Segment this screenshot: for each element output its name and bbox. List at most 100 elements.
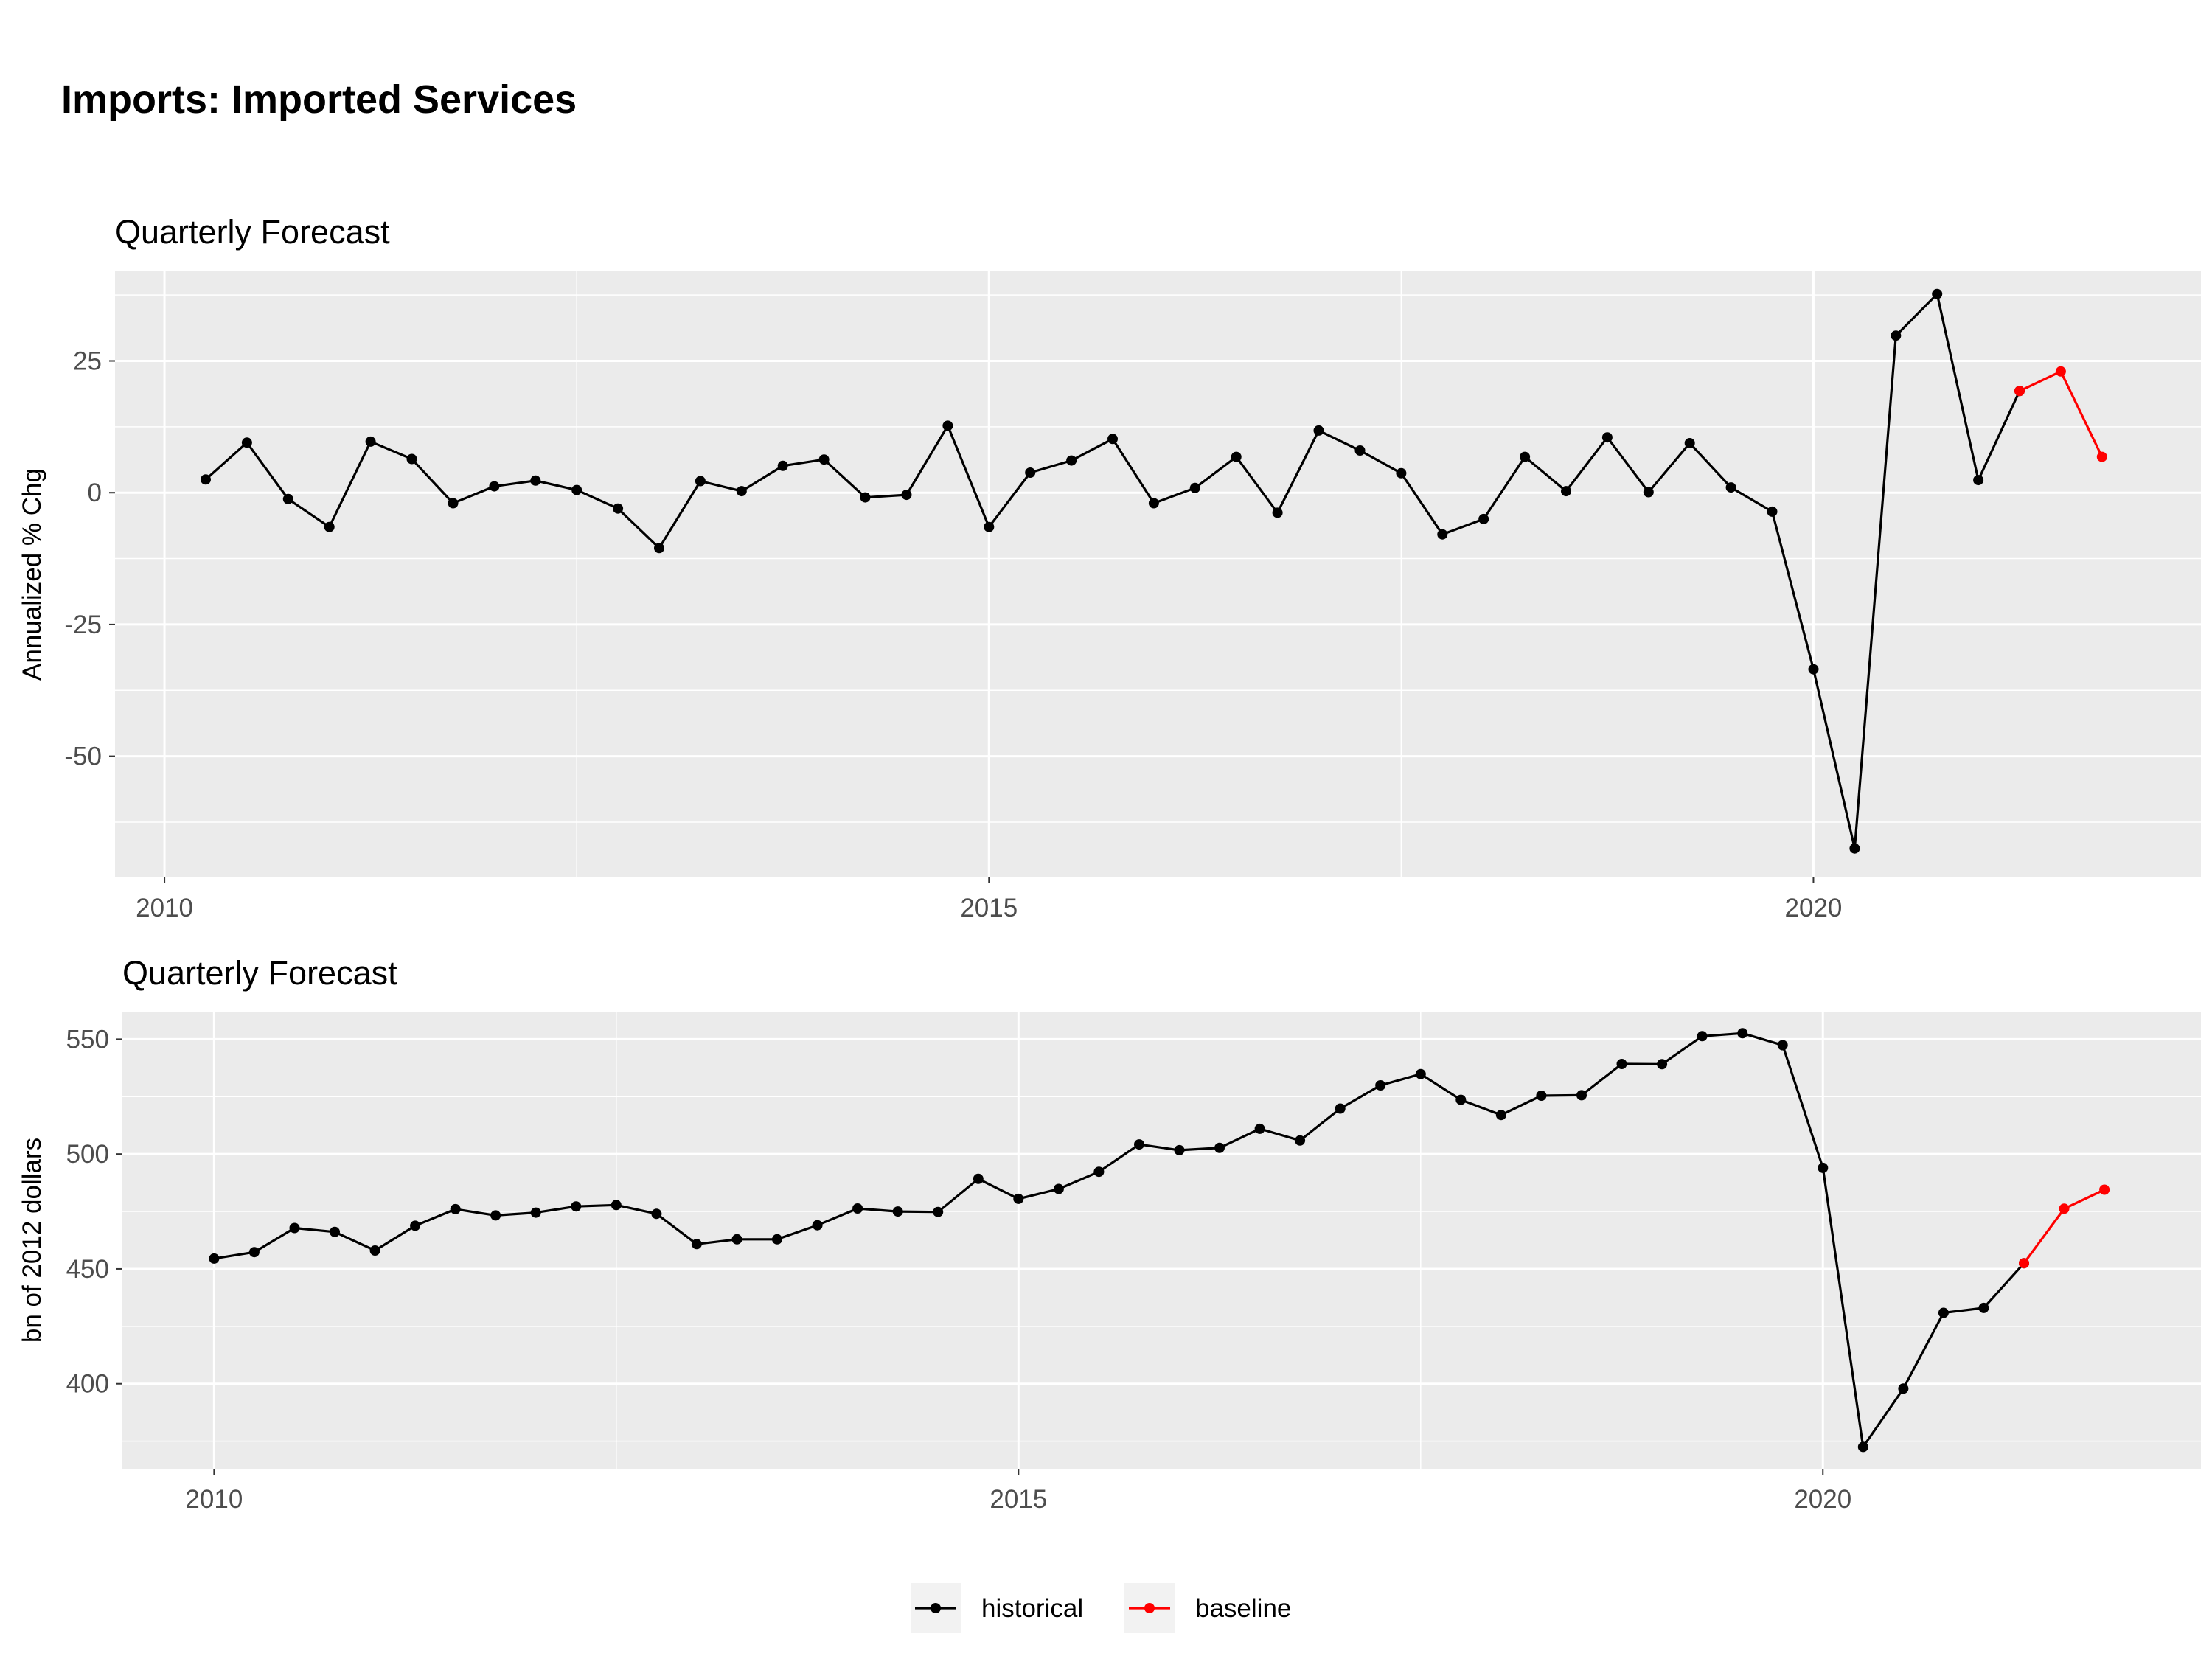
bottom-series-historical-point — [490, 1210, 501, 1221]
bottom-series-historical-point — [1455, 1094, 1467, 1105]
bottom-series-historical-point — [812, 1220, 823, 1231]
bottom-series-historical-point — [1978, 1302, 1989, 1313]
top-panel-background — [115, 271, 2201, 877]
bottom-x-tick-label: 2010 — [185, 1485, 243, 1514]
top-y-tick-label: 25 — [73, 347, 102, 376]
top-series-historical-point — [324, 521, 335, 532]
bottom-y-tick-label: 550 — [66, 1025, 109, 1054]
top-series-historical-point — [201, 474, 211, 485]
bottom-y-tick-label: 500 — [66, 1140, 109, 1169]
bottom-series-historical-point — [892, 1206, 903, 1217]
bottom-series-historical-point — [611, 1200, 622, 1211]
legend-point-historical — [931, 1603, 941, 1613]
top-series-historical-point — [1437, 529, 1448, 540]
top-series-historical-point — [530, 475, 541, 486]
bottom-series-historical-point — [1093, 1166, 1105, 1178]
bottom-series-historical-point — [731, 1234, 742, 1245]
panel-bottom-title: Quarterly Forecast — [122, 954, 397, 992]
bottom-series-historical-line — [214, 1032, 2025, 1449]
top-x-tick-label: 2020 — [1785, 894, 1843, 922]
top-series-historical-point — [613, 503, 624, 514]
bottom-series-historical-point — [1174, 1144, 1185, 1155]
top-y-tick-label: -25 — [64, 611, 102, 639]
bottom-series-historical-point — [1938, 1307, 1949, 1318]
top-series-baseline-point — [2055, 366, 2066, 377]
bottom-series-historical-point — [651, 1208, 662, 1220]
panel-top-chart: Quarterly Forecast 25 0 -25 -50 2010 2015 2020… — [18, 213, 2201, 922]
top-series-historical-point — [406, 453, 417, 465]
bottom-series-historical-point — [571, 1201, 582, 1212]
top-series-historical-point — [1725, 482, 1736, 493]
top-series-historical-point — [365, 436, 376, 447]
bottom-series-historical-point — [1898, 1383, 1909, 1394]
bottom-series-historical-point — [1737, 1028, 1748, 1039]
top-series-historical-point — [489, 481, 500, 492]
bottom-panel-background — [122, 1012, 2201, 1469]
top-x-tick-label: 2010 — [136, 894, 193, 922]
bottom-series-historical-point — [289, 1222, 300, 1234]
top-y-tick-label: 0 — [88, 479, 102, 507]
top-series-historical-point — [1767, 506, 1778, 517]
bottom-series-historical-point — [772, 1234, 782, 1245]
bottom-series-historical-point — [209, 1253, 220, 1264]
top-series-baseline-point — [2014, 386, 2025, 397]
bottom-series-historical-point — [1616, 1059, 1627, 1069]
bottom-series-baseline-point — [2099, 1184, 2110, 1195]
bottom-series-historical-point — [691, 1239, 702, 1250]
panel-top-title: Quarterly Forecast — [115, 213, 390, 251]
bottom-series-baseline-point — [2019, 1258, 2029, 1269]
top-series-historical-point — [1189, 482, 1200, 493]
bottom-x-tick-label: 2015 — [990, 1485, 1047, 1514]
top-series-historical-point — [1973, 475, 1984, 486]
bottom-series-baseline-point — [2059, 1203, 2070, 1214]
bottom-series-historical-point — [1053, 1183, 1064, 1194]
top-y-axis-title: Annualized % Chg — [18, 468, 46, 681]
top-series-historical-point — [1684, 438, 1695, 448]
top-series-baseline-point — [2096, 451, 2107, 462]
legend: historical baseline — [911, 1583, 1291, 1633]
bottom-series-historical-point — [1295, 1135, 1306, 1146]
bottom-series-historical-point — [1375, 1080, 1386, 1091]
top-series-historical-point — [1478, 513, 1489, 524]
top-series-historical-point — [1148, 498, 1159, 509]
top-series-historical-point — [1231, 451, 1242, 462]
top-series-historical-point — [777, 460, 788, 471]
top-series-historical-point — [571, 484, 582, 495]
bottom-series-historical-point — [248, 1247, 260, 1258]
bottom-x-tick-label: 2020 — [1794, 1485, 1851, 1514]
top-series-historical-point — [1066, 455, 1077, 466]
top-series-historical-point — [1643, 487, 1654, 498]
top-series-historical-point — [818, 454, 830, 465]
legend-point-baseline — [1144, 1603, 1155, 1613]
top-series-historical-point — [1520, 451, 1531, 462]
top-series-historical-point — [901, 490, 912, 501]
top-series-historical-point — [282, 493, 293, 504]
top-series-historical-point — [1849, 843, 1860, 854]
top-series-historical-point — [736, 486, 747, 497]
top-x-tick-label: 2015 — [960, 894, 1018, 922]
top-series-historical-point — [942, 420, 953, 431]
bottom-y-axis-title: bn of 2012 dollars — [18, 1138, 46, 1343]
top-y-tick-label: -50 — [64, 742, 102, 771]
top-series-historical-point — [1932, 288, 1943, 299]
panel-bottom-chart: Quarterly Forecast 550 500 450 400 2010 2015 2… — [18, 954, 2201, 1514]
top-series-historical-point — [1107, 434, 1118, 445]
bottom-series-historical-point — [852, 1203, 863, 1214]
top-series-historical-point — [1025, 467, 1036, 478]
bottom-series-historical-point — [1335, 1103, 1346, 1114]
top-series-historical-point — [1354, 445, 1366, 456]
top-series-historical-point — [1891, 330, 1902, 341]
top-series-historical-point — [984, 521, 995, 532]
bottom-series-historical-point — [530, 1207, 541, 1218]
bottom-series-historical-point — [1777, 1040, 1788, 1051]
bottom-series-historical-point — [1013, 1193, 1024, 1204]
bottom-series-historical-point — [410, 1220, 421, 1231]
top-series-historical-point — [695, 476, 706, 487]
bottom-series-historical-point — [1857, 1441, 1868, 1453]
top-series-historical-point — [448, 498, 459, 509]
top-series-historical-point — [654, 543, 664, 554]
page-title: Imports: Imported Services — [61, 77, 577, 122]
bottom-series-historical-point — [1415, 1068, 1426, 1079]
top-series-historical-point — [1561, 486, 1571, 497]
